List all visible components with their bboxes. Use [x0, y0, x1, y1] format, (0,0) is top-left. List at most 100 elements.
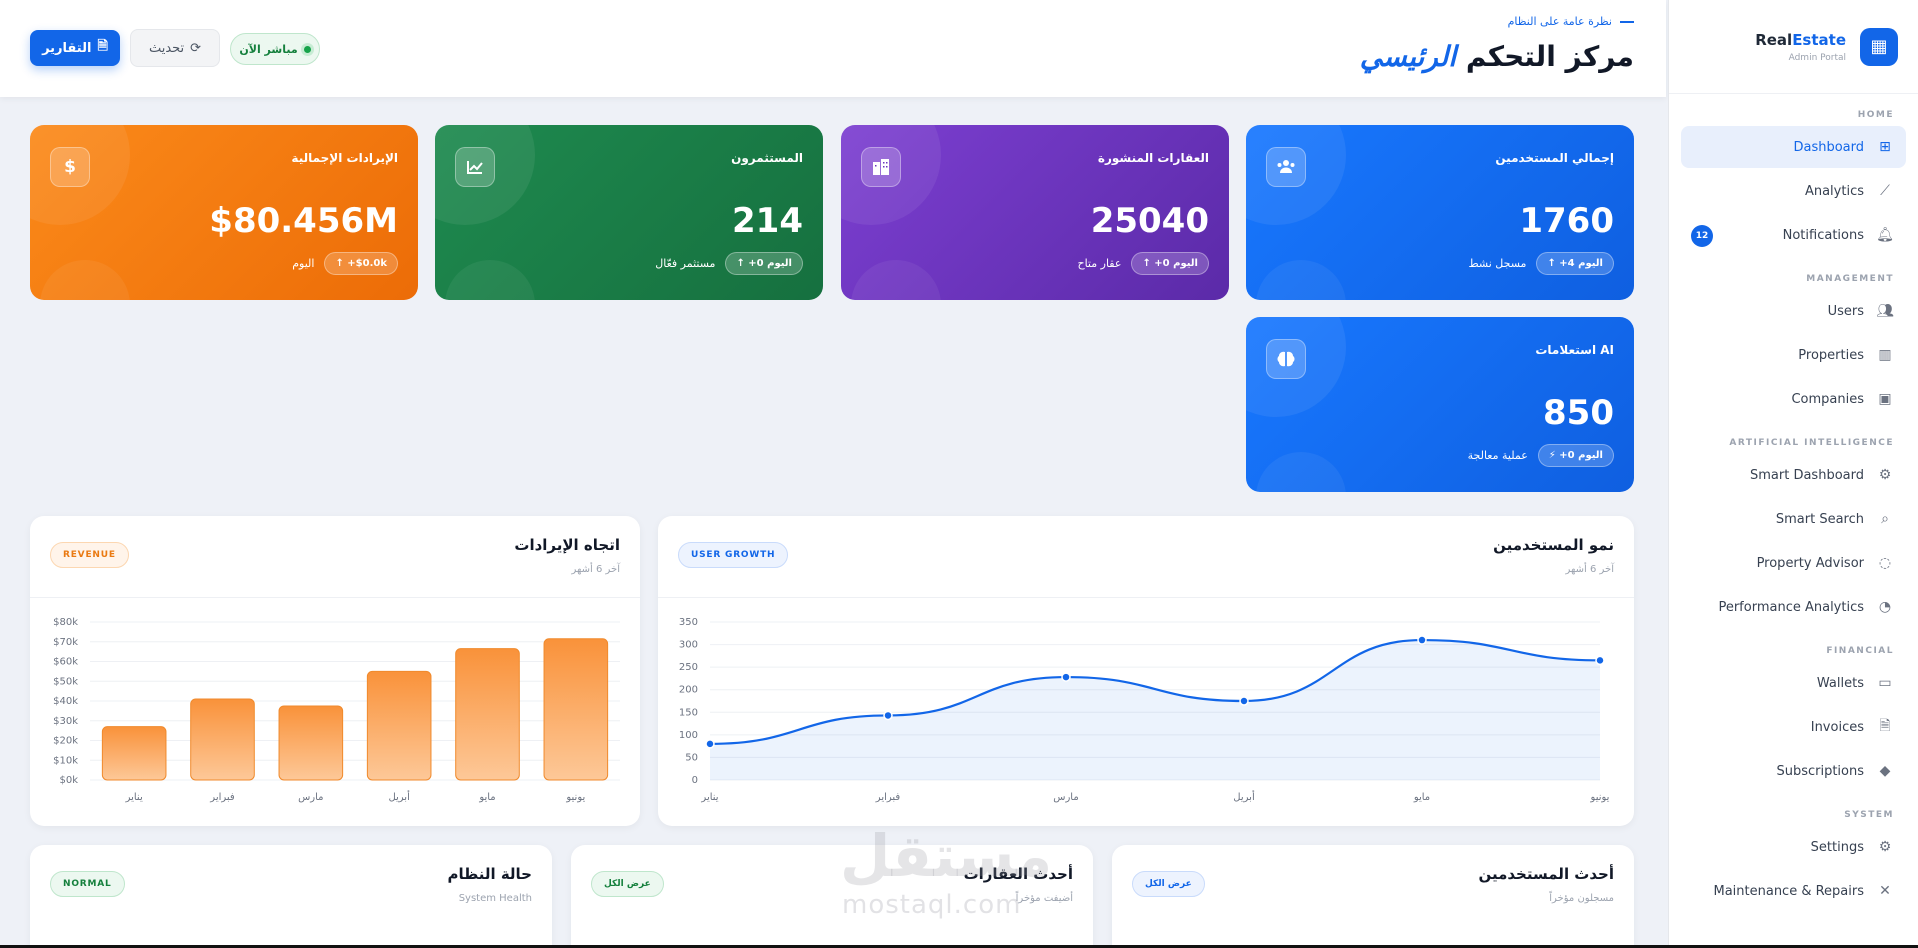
sidebar-item-notifications[interactable]: 12 Notifications 🔔︎ [1681, 214, 1906, 256]
user-growth-subtitle: آخر 6 أشهر [1565, 564, 1615, 575]
brand-name-part2: Estate [1792, 30, 1846, 49]
page-title-accent: الرئيسي [1359, 40, 1457, 73]
x-tick-label: مارس [298, 792, 323, 803]
stat-card-properties[interactable]: العقارات المنشورة 25040 عقار متاح ↑ +0 ا… [841, 125, 1229, 300]
data-point [705, 739, 715, 749]
sidebar-item-smart-dashboard[interactable]: Smart Dashboard ⚙ [1681, 454, 1906, 496]
y-tick-label: $40k [53, 696, 78, 707]
brand-text: RealEstate Admin Portal [1755, 31, 1846, 63]
sidebar-item-settings[interactable]: Settings ⚙ [1681, 826, 1906, 868]
revenue-trend-card: اتجاه الإيرادات آخر 6 أشهر REVENUE $0k $1… [30, 516, 640, 826]
gear-icon: ⚙ [1878, 839, 1892, 855]
x-tick-label: أبريل [388, 790, 410, 803]
reports-button[interactable]: التقارير 🗎 [30, 30, 120, 66]
search-icon: ⌕ [1881, 511, 1889, 527]
sidebar-item-companies[interactable]: Companies ▣ [1681, 378, 1906, 420]
latest-users-view-all-button[interactable]: عرض الكل [1132, 871, 1205, 897]
top-header: نظرة عامة على النظام مركز التحكم الرئيسي… [0, 0, 1666, 97]
stat-investors-pill: ↑ +0 اليوم [725, 252, 803, 275]
stat-card-users[interactable]: إجمالي المستخدمين 1760 مسجل نشط ↑ +4 الي… [1246, 125, 1634, 300]
user-growth-tag: USER GROWTH [678, 542, 789, 568]
x-tick-label: مارس [1053, 792, 1078, 803]
stat-users-title: إجمالي المستخدمين [1495, 151, 1614, 165]
refresh-button[interactable]: تحديث ⟳ [130, 29, 220, 67]
revenue-trend-subtitle: آخر 6 أشهر [571, 564, 621, 575]
dollar-icon: $ [50, 147, 90, 187]
data-point [1239, 696, 1249, 706]
latest-users-subtitle: مسجلون مؤخراً [1549, 893, 1614, 904]
reports-button-label: التقارير [42, 40, 92, 56]
bar [101, 726, 167, 781]
user-growth-chart: 0 50 100 150 200 250 300 350 يناير فبراير مارس أبري… [679, 617, 1610, 803]
section-system: SYSTEM [1844, 810, 1894, 820]
revenue-trend-chart: $0k $10k $20k $30k $40k $50k $60k $70k $80k يناير… [53, 617, 620, 803]
stat-card-ai[interactable]: استعلامات AI 850 عملية معالجة ⚡ +0 اليوم [1246, 317, 1634, 492]
y-tick-label: $70k [53, 637, 78, 648]
invoice-icon: 🗎 [1879, 718, 1891, 734]
building-icon: ▥ [1878, 347, 1892, 363]
users-icon: 👥︎ [1876, 303, 1894, 319]
section-management: MANAGEMENT [1806, 274, 1894, 284]
sidebar-item-label: Properties [1798, 347, 1864, 363]
stat-users-footer: مسجل نشط ↑ +4 اليوم [1468, 252, 1614, 275]
sidebar-item-users[interactable]: Users 👥︎ [1681, 290, 1906, 332]
system-status-badge: NORMAL [50, 871, 125, 897]
sidebar: RealEstate Admin Portal ▦ HOME Dashboard… [1668, 0, 1918, 948]
sidebar-item-label: Analytics [1804, 183, 1864, 199]
stat-card-investors[interactable]: المستثمرون 214 مستثمر فعّال ↑ +0 اليوم [435, 125, 823, 300]
stat-card-revenue[interactable]: الإيرادات الإجمالية $ $80.456M اليوم ↑ +… [30, 125, 418, 300]
sidebar-item-properties[interactable]: Properties ▥ [1681, 334, 1906, 376]
divider [30, 597, 640, 598]
stat-revenue-value: $80.456M [209, 201, 398, 241]
x-tick-label: يناير [125, 792, 143, 803]
stat-users-note: مسجل نشط [1468, 257, 1527, 270]
system-status-title: حالة النظام [447, 865, 532, 883]
stat-revenue-footer: اليوم ↑ +$0.0k [292, 252, 398, 275]
latest-properties-view-all-button[interactable]: عرض الكل [591, 871, 664, 897]
stat-properties-title: العقارات المنشورة [1097, 151, 1209, 165]
x-tick-label: فبراير [209, 792, 235, 803]
wallet-icon: ▭ [1878, 675, 1892, 691]
stat-revenue-pill: ↑ +$0.0k [324, 252, 398, 275]
series-area [710, 640, 1600, 780]
briefcase-icon: ▣ [1878, 391, 1892, 407]
section-home: HOME [1857, 110, 1894, 120]
stat-investors-footer: مستثمر فعّال ↑ +0 اليوم [655, 252, 803, 275]
latest-users-card: أحدث المستخدمين مسجلون مؤخراً عرض الكل [1112, 845, 1634, 948]
users-icon [1266, 147, 1306, 187]
page-title: مركز التحكم الرئيسي [1360, 40, 1634, 73]
section-ai: ARTIFICIAL INTELLIGENCE [1729, 438, 1894, 448]
sidebar-item-dashboard[interactable]: Dashboard ⊞ [1681, 126, 1906, 168]
y-tick-label: 250 [679, 662, 698, 673]
live-status-badge: مباشر الآن [230, 33, 320, 65]
x-tick-label: مايو [1413, 792, 1430, 803]
y-tick-label: 100 [679, 730, 698, 741]
brand[interactable]: RealEstate Admin Portal ▦ [1669, 0, 1918, 94]
sidebar-item-subscriptions[interactable]: Subscriptions ◆ [1681, 750, 1906, 792]
x-tick-label: مايو [478, 792, 495, 803]
sidebar-item-maintenance[interactable]: Maintenance & Repairs ✕ [1681, 870, 1906, 912]
section-financial: FINANCIAL [1826, 646, 1894, 656]
data-point [1061, 672, 1071, 682]
stat-users-value: 1760 [1519, 201, 1614, 241]
stat-investors-value: 214 [732, 201, 803, 241]
refresh-button-label: تحديث [148, 40, 185, 56]
sidebar-item-invoices[interactable]: Invoices 🗎 [1681, 706, 1906, 748]
notifications-count-badge: 12 [1691, 225, 1713, 247]
sidebar-item-wallets[interactable]: Wallets ▭ [1681, 662, 1906, 704]
sidebar-item-smart-search[interactable]: Smart Search ⌕ [1681, 498, 1906, 540]
brand-name-part1: Real [1755, 30, 1793, 49]
data-point [883, 710, 893, 721]
x-tick-label: يونيو [565, 792, 585, 803]
sidebar-item-label: Notifications [1782, 227, 1864, 243]
latest-properties-card: أحدث العقارات أضيفت مؤخراً عرض الكل [571, 845, 1093, 948]
data-point [1417, 635, 1427, 645]
sidebar-item-performance-analytics[interactable]: Performance Analytics ◔ [1681, 586, 1906, 628]
sidebar-item-label: Invoices [1810, 719, 1864, 735]
sidebar-item-property-advisor[interactable]: Property Advisor ◌ [1681, 542, 1906, 584]
sidebar-item-label: Maintenance & Repairs [1713, 883, 1864, 899]
stat-properties-pill: ↑ +0 اليوم [1131, 252, 1209, 275]
sidebar-item-analytics[interactable]: Analytics ⟋ [1681, 170, 1906, 212]
revenue-trend-title: اتجاه الإيرادات [514, 536, 620, 554]
user-growth-card: نمو المستخدمين آخر 6 أشهر USER GROWTH 0 5… [658, 516, 1634, 826]
